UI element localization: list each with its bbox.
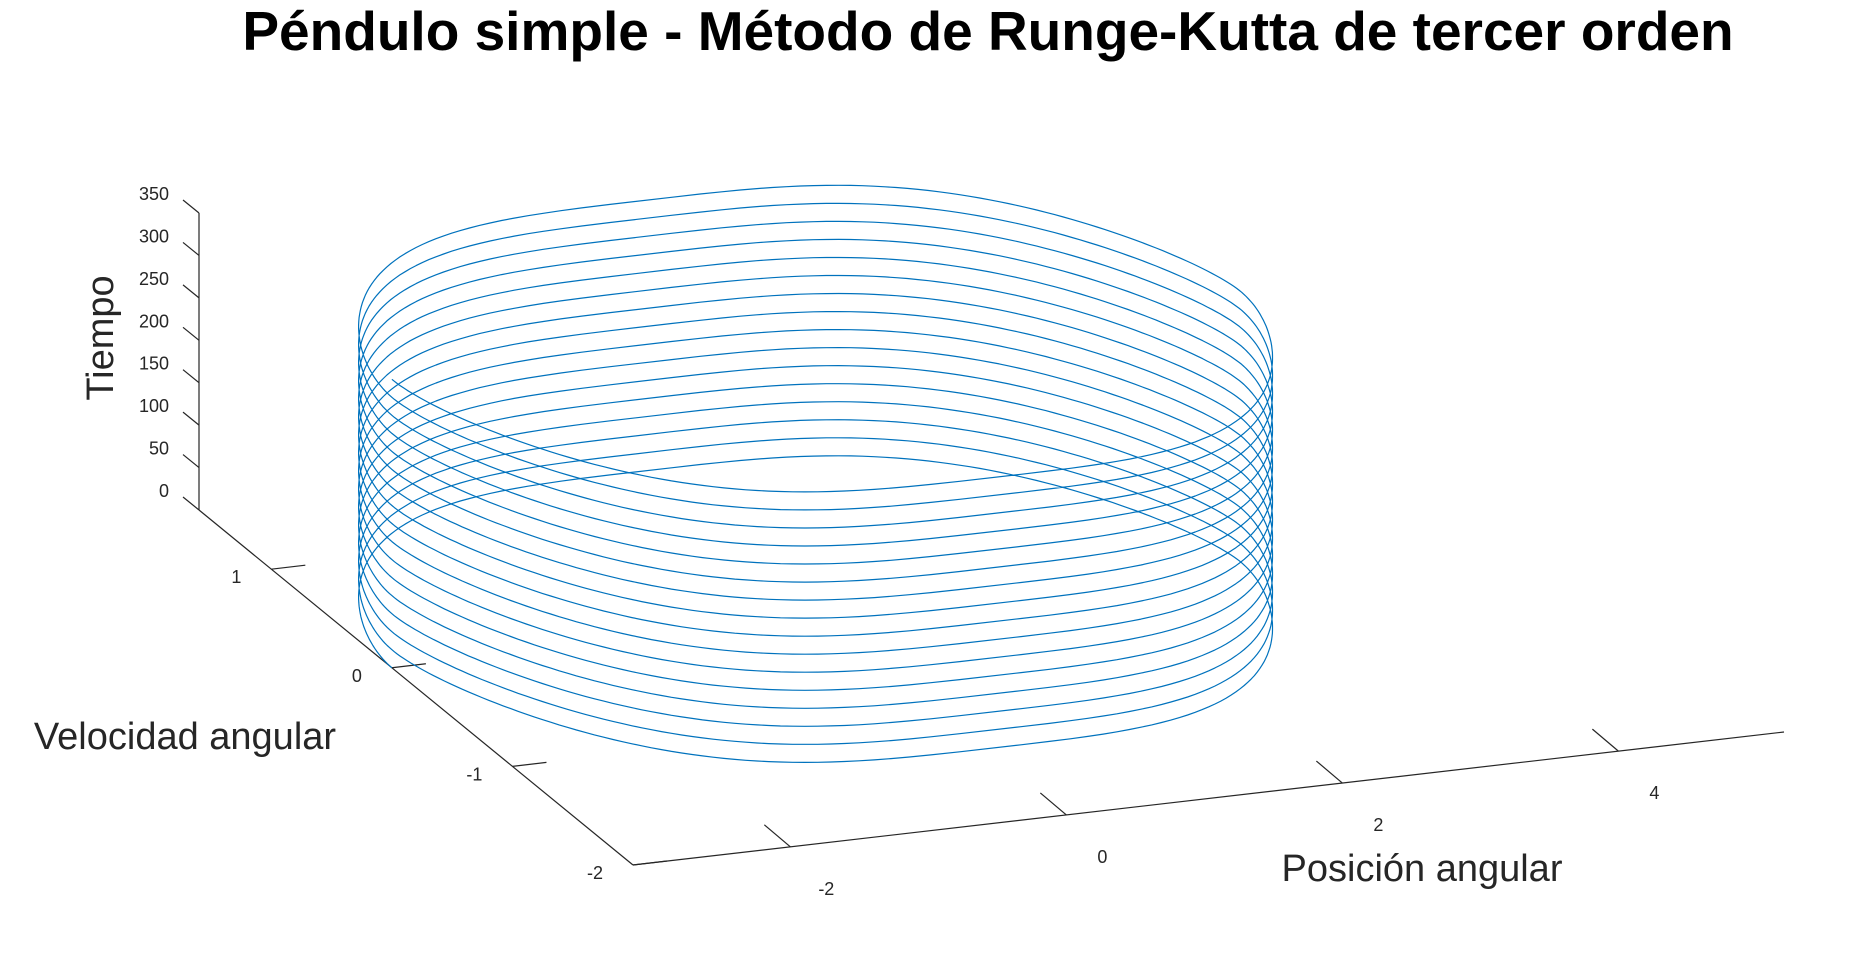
z-tick-label: 150	[139, 354, 169, 374]
x-tick-label: 0	[1097, 847, 1107, 867]
z-tick-mark	[182, 369, 200, 384]
x-tick-label: -2	[818, 879, 834, 899]
chart-title: Péndulo simple - Método de Runge-Kutta d…	[242, 0, 1733, 62]
x-tick-mark	[1039, 792, 1067, 816]
z-tick-label: 0	[159, 481, 169, 501]
y-ticks: -2 -1 0 1	[231, 564, 668, 883]
y-axis-label: Velocidad angular	[34, 716, 336, 758]
z-tick-label: 50	[149, 439, 169, 459]
x-tick-mark	[763, 824, 791, 848]
y-tick-label: 1	[231, 567, 241, 587]
y-tick-mark	[512, 761, 547, 767]
z-tick-mark	[182, 326, 200, 341]
y-tick-mark	[271, 564, 306, 570]
z-tick-mark	[182, 454, 200, 469]
z-tick-mark	[182, 199, 200, 214]
y-axis: -2 -1 0 1 Velocidad angular	[34, 509, 668, 883]
x-tick-mark	[1315, 760, 1343, 784]
z-tick-mark	[182, 496, 200, 511]
trajectory-line	[358, 184, 1274, 764]
y-tick-mark	[391, 663, 426, 669]
y-axis-line	[198, 509, 634, 866]
x-axis: -2 0 2 4 Posición angular	[632, 728, 1785, 899]
z-tick-label: 300	[139, 226, 169, 246]
x-tick-label: 4	[1649, 783, 1659, 803]
y-tick-label: -2	[587, 863, 603, 883]
trajectory-series	[358, 184, 1274, 764]
z-axis: 0 50 100 150 200 250 300 350 Tiempo	[80, 184, 200, 511]
z-tick-label: 200	[139, 311, 169, 331]
z-axis-label: Tiempo	[80, 275, 122, 400]
x-ticks: -2 0 2 4	[763, 728, 1659, 899]
x-axis-label: Posición angular	[1282, 848, 1563, 890]
z-tick-label: 250	[139, 269, 169, 289]
z-tick-label: 100	[139, 396, 169, 416]
z-tick-mark	[182, 284, 200, 299]
y-tick-label: -1	[466, 764, 482, 784]
z-tick-label: 350	[139, 184, 169, 204]
x-tick-label: 2	[1373, 815, 1383, 835]
x-axis-line	[632, 731, 1785, 866]
z-ticks: 0 50 100 150 200 250 300 350	[139, 184, 200, 511]
z-tick-mark	[182, 411, 200, 426]
x-tick-mark	[1592, 728, 1619, 752]
y-tick-label: 0	[352, 666, 362, 686]
z-tick-mark	[182, 241, 200, 256]
